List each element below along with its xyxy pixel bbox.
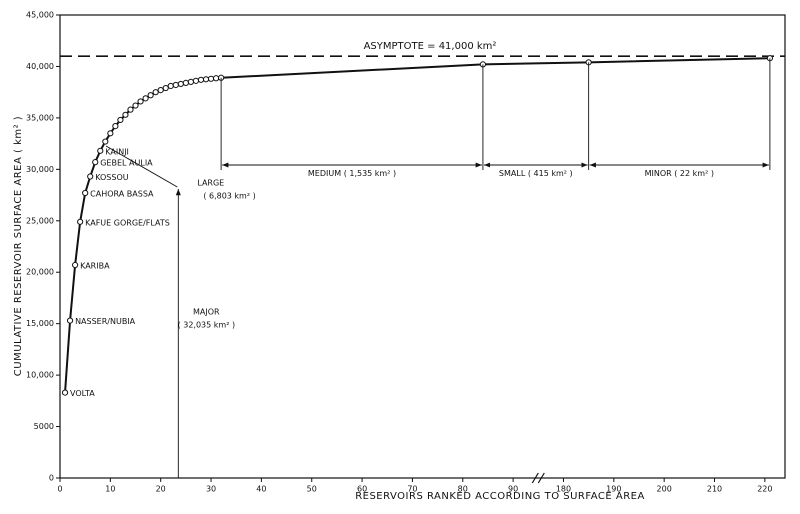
y-tick-label: 30,000 [26,165,54,174]
data-point [197,76,205,83]
group-name: MAJOR [193,308,220,317]
y-tick-label: 15,000 [26,319,54,328]
x-tick-label: 20 [156,485,166,494]
data-point [107,130,114,137]
y-tick-label: 20,000 [26,268,54,277]
data-point [187,78,195,85]
data-point [72,261,79,269]
x-tick-label: 70 [407,485,417,494]
large-pointer [105,145,178,188]
data-point [82,189,89,197]
asymptote-label: ASYMPTOTE = 41,000 km² [364,41,497,52]
axis-break [537,472,545,484]
x-tick-label: 10 [105,485,115,494]
group-name: LARGE [197,179,224,188]
point-label: KAFUE GORGE/FLATS [85,218,170,227]
group-area: ( 32,035 km² ) [178,321,236,330]
data-point [212,75,220,82]
x-tick-label: 0 [57,485,62,494]
data-point [162,84,169,92]
data-point [66,317,74,324]
group-area: ( 1,535 km² ) [344,169,396,178]
data-point [87,173,94,180]
data-point [117,116,124,124]
data-point [127,106,134,113]
data-point [122,111,129,118]
data-point [97,147,104,154]
data-point [137,98,144,105]
x-tick-label: 190 [606,485,621,494]
group-area: ( 415 km² ) [528,169,573,178]
x-tick-label: 220 [757,485,772,494]
data-point [102,138,109,145]
group-name: MEDIUM [308,169,341,178]
data-point [147,92,154,99]
point-label: VOLTA [70,389,95,398]
data-point [167,82,174,90]
group-area: ( 6,803 km² ) [203,192,255,201]
data-point [202,76,210,83]
data-point [192,77,200,84]
data-point [132,102,139,109]
x-tick-label: 90 [508,485,518,494]
data-point [177,80,184,88]
y-tick-label: 35,000 [26,113,54,122]
data-point [152,89,159,96]
data-point [157,87,164,94]
x-tick-label: 50 [307,485,317,494]
point-label: KAINJI [105,147,129,156]
data-point [142,95,149,102]
x-axis-label: RESERVOIRS RANKED ACCORDING TO SURFACE A… [355,491,645,502]
plot-frame [59,14,786,479]
x-tick-label: 80 [458,485,468,494]
data-point [61,389,69,396]
data-point [112,123,119,130]
y-tick-label: 5000 [34,422,54,431]
point-label: KARIBA [80,262,110,271]
group-name: MINOR [645,169,673,178]
x-tick-label: 180 [556,485,571,494]
y-tick-label: 45,000 [26,11,54,20]
group-label: MINOR ( 22 km² ) [645,169,714,178]
data-point [182,79,189,87]
y-tick-label: 40,000 [26,62,54,71]
y-tick-label: 10,000 [26,371,54,380]
x-tick-label: 40 [256,485,266,494]
point-label: KOSSOU [95,173,129,182]
point-label: CAHORA BASSA [90,189,154,198]
axis-break [531,472,539,484]
x-tick-label: 60 [357,485,367,494]
data-point [207,75,215,82]
x-tick-label: 30 [206,485,216,494]
point-label: GEBEL AULIA [100,159,153,168]
data-point [77,218,84,225]
y-axis-label: CUMULATIVE RESERVOIR SURFACE AREA ( km² … [13,116,24,376]
x-tick-label: 210 [707,485,722,494]
point-label: NASSER/NUBIA [75,317,136,326]
data-point [92,159,99,166]
y-tick-label: 0 [49,474,54,483]
group-area: ( 22 km² ) [674,169,714,178]
group-label: MEDIUM ( 1,535 km² ) [308,169,396,178]
data-point [172,81,179,89]
group-label: SMALL ( 415 km² ) [499,169,573,178]
y-tick-label: 25,000 [26,216,54,225]
group-name: SMALL [499,169,526,178]
x-tick-label: 200 [657,485,672,494]
